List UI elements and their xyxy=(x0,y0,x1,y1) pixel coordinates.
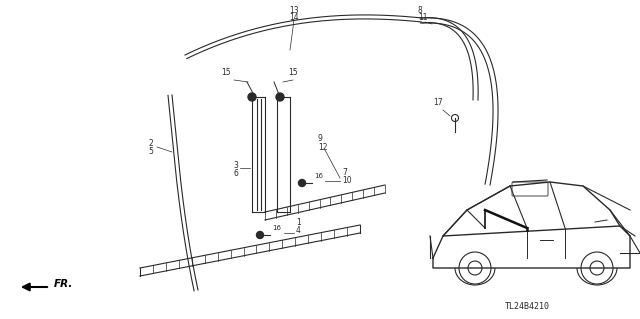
Text: 7: 7 xyxy=(342,168,347,177)
Text: 12: 12 xyxy=(318,143,328,152)
Text: 11: 11 xyxy=(418,13,428,22)
Text: 14: 14 xyxy=(289,13,299,22)
Text: 5: 5 xyxy=(148,147,153,157)
Text: 6: 6 xyxy=(233,169,238,179)
Text: TL24B4210: TL24B4210 xyxy=(504,302,550,311)
Text: FR.: FR. xyxy=(54,279,74,289)
Text: 4: 4 xyxy=(296,226,301,235)
Text: 8: 8 xyxy=(418,6,423,15)
Text: 13: 13 xyxy=(289,6,299,15)
Text: 17: 17 xyxy=(433,98,443,107)
Text: 9: 9 xyxy=(318,134,323,143)
Text: 16: 16 xyxy=(314,173,323,179)
Circle shape xyxy=(276,93,284,101)
Circle shape xyxy=(298,180,305,187)
Text: 10: 10 xyxy=(342,176,351,185)
Circle shape xyxy=(257,232,264,239)
Text: 15: 15 xyxy=(288,68,298,77)
Text: 3: 3 xyxy=(233,160,238,169)
Text: 15: 15 xyxy=(221,68,231,77)
Circle shape xyxy=(248,93,256,101)
Text: 2: 2 xyxy=(148,138,153,147)
Text: 16: 16 xyxy=(272,225,281,231)
Text: 1: 1 xyxy=(296,218,301,227)
